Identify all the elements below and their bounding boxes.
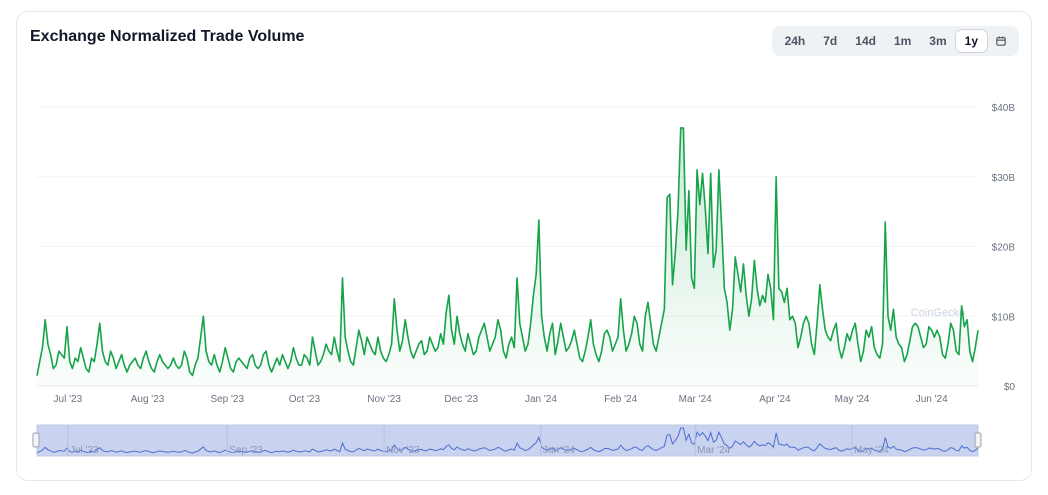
range-1y-button[interactable]: 1y [955,30,987,52]
calendar-button[interactable] [987,30,1015,52]
range-14d-button[interactable]: 14d [846,30,885,52]
chart-card: Exchange Normalized Trade Volume 24h 7d … [16,11,1032,481]
range-7d-button[interactable]: 7d [814,30,846,52]
chart-title: Exchange Normalized Trade Volume [30,28,305,45]
time-range-selector: 24h 7d 14d 1m 3m 1y [771,26,1019,56]
range-1m-button[interactable]: 1m [885,30,920,52]
range-24h-button[interactable]: 24h [776,30,815,52]
calendar-icon [996,36,1006,46]
range-3m-button[interactable]: 3m [920,30,955,52]
